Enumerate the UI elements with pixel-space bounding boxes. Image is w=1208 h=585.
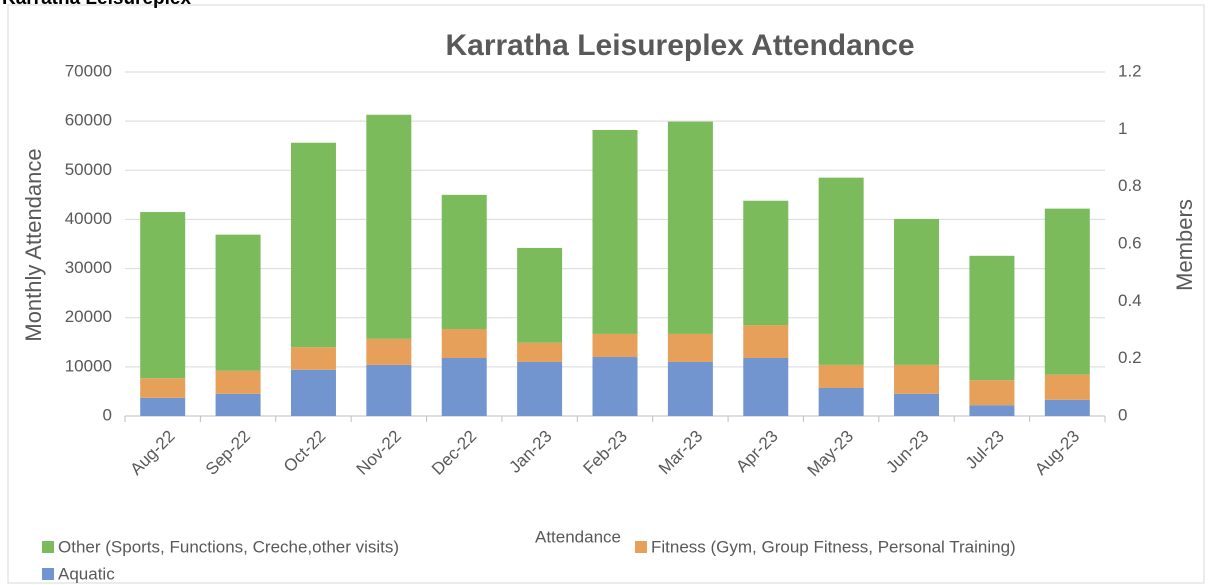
legend-swatch (42, 568, 54, 580)
bar-segment (140, 212, 186, 379)
bar-segment (969, 380, 1015, 406)
bar-segment (290, 369, 336, 416)
chart-title: Karratha Leisureplex Attendance (445, 29, 914, 62)
bar-segment (894, 364, 940, 394)
bar-segment (215, 370, 261, 394)
x-axis-title: Attendance (535, 527, 621, 546)
bar-segment (894, 218, 940, 365)
bar-segment (441, 358, 487, 416)
y-tick-label: 20000 (65, 307, 112, 326)
legend-swatch (42, 541, 54, 553)
y-tick-label: 30000 (65, 258, 112, 277)
bar-segment (1044, 208, 1090, 375)
y-tick-label: 70000 (65, 61, 112, 80)
y-tick-label: 10000 (65, 356, 112, 375)
bar-segment (969, 255, 1015, 381)
legend-swatch (635, 541, 647, 553)
bar-segment (366, 338, 412, 365)
y2-tick-label: 1 (1118, 119, 1127, 138)
bar-segment (667, 333, 713, 362)
bar-segment (894, 393, 940, 416)
bar-segment (215, 234, 261, 371)
y-tick-label: 40000 (65, 209, 112, 228)
bar-segment (140, 378, 186, 398)
bar-segment (743, 358, 789, 416)
bar-segment (517, 342, 563, 362)
bar-segment (592, 357, 638, 416)
bar-segment (667, 361, 713, 416)
legend-label: Other (Sports, Functions, Creche,other v… (58, 537, 399, 556)
bar-segment (290, 347, 336, 370)
bar-segment (140, 397, 186, 416)
bar-segment (667, 121, 713, 334)
bar-segment (818, 387, 864, 416)
bar-segment (592, 333, 638, 358)
y2-tick-label: 0.8 (1118, 176, 1142, 195)
bar-segment (366, 364, 412, 416)
y2-tick-label: 0.2 (1118, 348, 1142, 367)
legend-label: Fitness (Gym, Group Fitness, Personal Tr… (651, 537, 1016, 556)
page-header: Karratha Leisureplex (2, 0, 191, 9)
legend-label: Aquatic (58, 564, 115, 583)
bar-segment (818, 177, 864, 365)
bar-segment (290, 142, 336, 348)
bar-segment (592, 129, 638, 334)
y2-axis-title: Members (1172, 199, 1197, 291)
bar-segment (743, 325, 789, 359)
bar-segment (969, 405, 1015, 416)
bar-segment (215, 393, 261, 416)
bar-segment (517, 247, 563, 343)
bar-segment (441, 329, 487, 359)
bar-segment (743, 200, 789, 326)
y2-tick-label: 0 (1118, 405, 1127, 424)
y-tick-label: 50000 (65, 160, 112, 179)
bar-segment (517, 361, 563, 416)
bar-segment (818, 364, 864, 388)
bar-segment (1044, 399, 1090, 416)
bar-segment (366, 114, 412, 339)
y-tick-label: 0 (103, 405, 112, 424)
y2-tick-label: 0.4 (1118, 291, 1142, 310)
y2-tick-label: 0.6 (1118, 233, 1142, 252)
bar-segment (441, 194, 487, 330)
y2-tick-label: 1.2 (1118, 61, 1142, 80)
y-axis-title: Monthly Attendance (21, 148, 46, 341)
y-tick-label: 60000 (65, 111, 112, 130)
bar-segment (1044, 374, 1090, 400)
